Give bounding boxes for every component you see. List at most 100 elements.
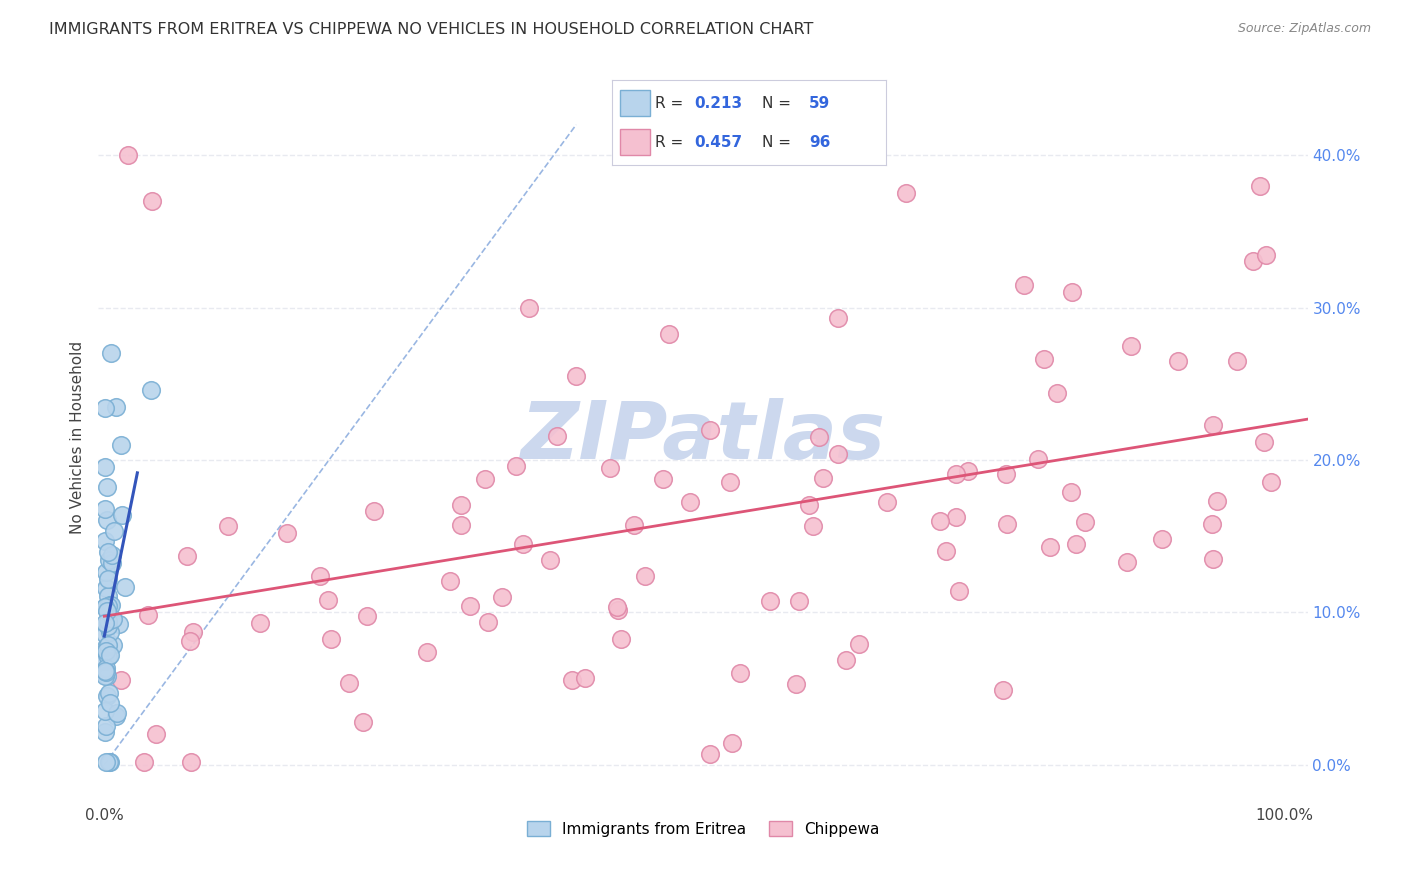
- Point: [799, 498, 821, 512]
- Point: [96, 668, 118, 682]
- Point: [1046, 385, 1069, 400]
- Point: [97, 590, 120, 604]
- Bar: [620, 129, 650, 155]
- Point: [111, 508, 134, 522]
- Point: [606, 603, 628, 617]
- Point: [101, 557, 124, 571]
- Point: [94, 401, 117, 416]
- Point: [94, 581, 117, 595]
- Point: [728, 666, 751, 681]
- Point: [94, 459, 117, 474]
- Point: [824, 133, 846, 147]
- Text: 59: 59: [808, 95, 831, 111]
- Point: [98, 648, 121, 662]
- Point: [565, 369, 588, 384]
- Point: [94, 654, 117, 668]
- Point: [110, 438, 132, 452]
- Point: [785, 676, 807, 690]
- Point: [94, 565, 117, 579]
- Point: [94, 725, 117, 739]
- Point: [538, 553, 561, 567]
- Point: [699, 747, 721, 761]
- Point: [309, 569, 332, 583]
- Point: [98, 553, 121, 567]
- Point: [96, 638, 118, 652]
- Text: IMMIGRANTS FROM ERITREA VS CHIPPEWA NO VEHICLES IN HOUSEHOLD CORRELATION CHART: IMMIGRANTS FROM ERITREA VS CHIPPEWA NO V…: [49, 22, 814, 37]
- Point: [96, 640, 118, 655]
- Point: [100, 346, 122, 360]
- Point: [97, 572, 120, 586]
- Point: [356, 609, 378, 624]
- Point: [517, 301, 540, 315]
- Point: [117, 148, 139, 162]
- Point: [319, 632, 342, 646]
- Point: [1241, 253, 1264, 268]
- Point: [945, 467, 967, 481]
- Point: [94, 704, 117, 718]
- Point: [1073, 515, 1095, 529]
- Point: [1026, 452, 1049, 467]
- Point: [96, 660, 118, 674]
- Point: [94, 534, 117, 549]
- Point: [104, 709, 127, 723]
- Point: [827, 310, 849, 325]
- Point: [97, 649, 120, 664]
- Point: [505, 459, 527, 474]
- Point: [103, 639, 125, 653]
- Point: [835, 653, 858, 667]
- Point: [935, 544, 957, 558]
- Point: [1201, 418, 1223, 433]
- Point: [416, 645, 439, 659]
- Point: [98, 755, 121, 769]
- Point: [1014, 277, 1036, 292]
- Point: [803, 519, 825, 533]
- Point: [512, 536, 534, 550]
- Point: [789, 593, 811, 607]
- Point: [363, 504, 385, 518]
- Point: [100, 598, 122, 612]
- Text: 0.213: 0.213: [695, 95, 742, 111]
- Text: R =: R =: [655, 95, 689, 111]
- Point: [477, 615, 499, 629]
- Point: [94, 599, 117, 614]
- Point: [96, 690, 118, 704]
- Point: [183, 625, 205, 640]
- Point: [1253, 434, 1275, 449]
- Point: [97, 599, 120, 614]
- Point: [945, 510, 967, 524]
- Point: [948, 584, 970, 599]
- Point: [995, 517, 1018, 532]
- Point: [652, 472, 675, 486]
- Point: [807, 430, 830, 444]
- Point: [699, 423, 721, 437]
- Point: [97, 545, 120, 559]
- Text: 96: 96: [808, 135, 831, 150]
- Y-axis label: No Vehicles in Household: No Vehicles in Household: [70, 341, 86, 533]
- Point: [96, 599, 118, 613]
- Point: [634, 569, 657, 583]
- Text: 0.457: 0.457: [695, 135, 742, 150]
- Point: [491, 590, 513, 604]
- Point: [876, 495, 898, 509]
- Point: [98, 697, 121, 711]
- Point: [105, 400, 128, 414]
- Point: [100, 548, 122, 562]
- Point: [180, 755, 202, 769]
- Point: [1226, 354, 1249, 368]
- Point: [276, 526, 298, 541]
- Point: [993, 682, 1015, 697]
- Point: [139, 384, 162, 398]
- Point: [97, 685, 120, 699]
- Point: [1202, 552, 1225, 566]
- Point: [94, 615, 117, 630]
- Point: [1060, 285, 1083, 300]
- Point: [759, 593, 782, 607]
- Point: [96, 480, 118, 494]
- Point: [474, 472, 496, 486]
- Point: [1064, 537, 1087, 551]
- Point: [145, 726, 167, 740]
- Point: [98, 625, 121, 640]
- Point: [574, 671, 596, 685]
- Point: [599, 461, 621, 475]
- Text: N =: N =: [762, 135, 796, 150]
